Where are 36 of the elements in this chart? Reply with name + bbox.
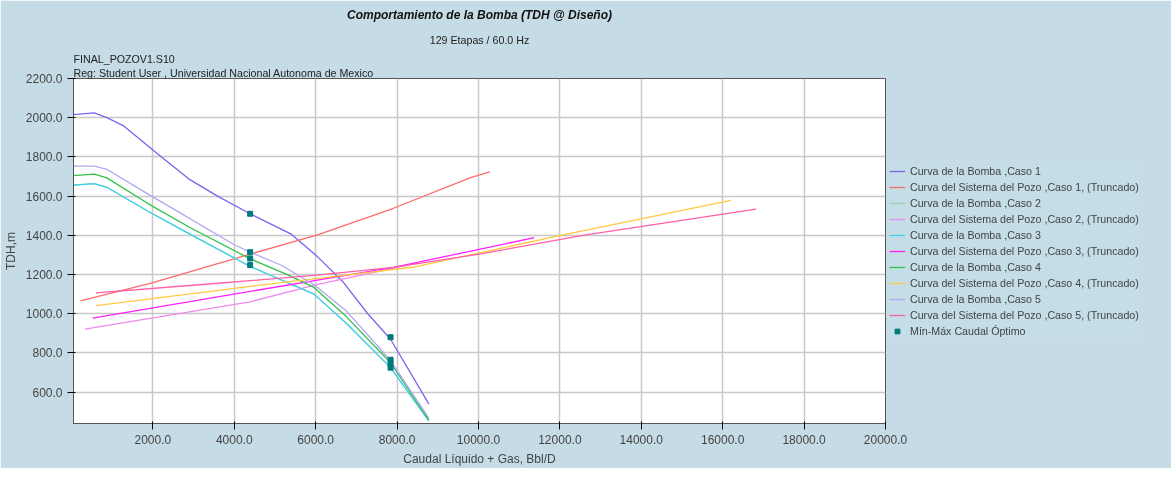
chart-subtitle: 129 Etapas / 60.0 Hz — [429, 33, 530, 46]
y-tick-label: 2200.0 — [25, 72, 63, 86]
x-tick-label: 10000.0 — [456, 432, 501, 447]
x-tick-label: 6000.0 — [297, 432, 335, 447]
y-tick-label: 2000.0 — [25, 111, 63, 126]
y-tick-label: 800.0 — [32, 346, 63, 361]
text: FINAL_POZOV1.S10 — [73, 52, 175, 65]
y-tick-label: 1000.0 — [25, 307, 63, 322]
y-tick-label: 1800.0 — [25, 150, 63, 165]
y-tick-label: 600.0 — [32, 385, 63, 400]
y-tick-label: 1200.0 — [25, 268, 63, 283]
x-tick-label: 8000.0 — [378, 432, 416, 447]
chart-title: Comportamiento de la Bomba (TDH @ Diseño) — [346, 7, 613, 22]
annotation: Reg: Student User , Universidad Nacional Autonoma de Mexico — [73, 66, 374, 79]
x-tick-label: 16000.0 — [701, 432, 745, 447]
y-tick-label: 1600.0 — [25, 189, 63, 204]
legend-label: Curva de la Bomba ,Caso 2 — [910, 196, 1041, 209]
x-tick-label: 14000.0 — [619, 432, 664, 447]
legend-label: Curva del Sistema del Pozo ,Caso 4, (Truncado) — [910, 276, 1139, 289]
x-axis-title: Caudal Líquido + Gas, Bbl/D — [403, 451, 557, 466]
x-tick-label: 2000.0 — [134, 432, 172, 447]
legend-label: Curva del Sistema del Pozo ,Caso 1, (Truncado) — [910, 180, 1139, 193]
y-axis-title: TDH,m — [3, 232, 18, 270]
x-tick-label: 4000.0 — [215, 432, 253, 447]
x-tick-label: 20000.0 — [863, 432, 908, 447]
legend-label: Curva del Sistema del Pozo ,Caso 2, (Truncado) — [910, 212, 1139, 225]
x-tick-label: 12000.0 — [538, 432, 582, 447]
x-tick-label: 18000.0 — [782, 432, 827, 447]
legend-label: Curva del Sistema del Pozo ,Caso 3, (Truncado) — [910, 244, 1139, 257]
legend-label: Curva del Sistema del Pozo ,Caso 5, (Truncado) — [910, 308, 1139, 321]
legend-label: Curva de la Bomba ,Caso 1 — [910, 164, 1041, 177]
legend-label: Curva de la Bomba ,Caso 4 — [910, 260, 1041, 273]
y-tick-label: 1400.0 — [25, 228, 63, 243]
legend-label: Curva de la Bomba ,Caso 3 — [910, 228, 1041, 241]
legend-label: Curva de la Bomba ,Caso 5 — [910, 292, 1041, 305]
legend-label: Mín-Máx Caudal Óptimo — [910, 324, 1026, 337]
